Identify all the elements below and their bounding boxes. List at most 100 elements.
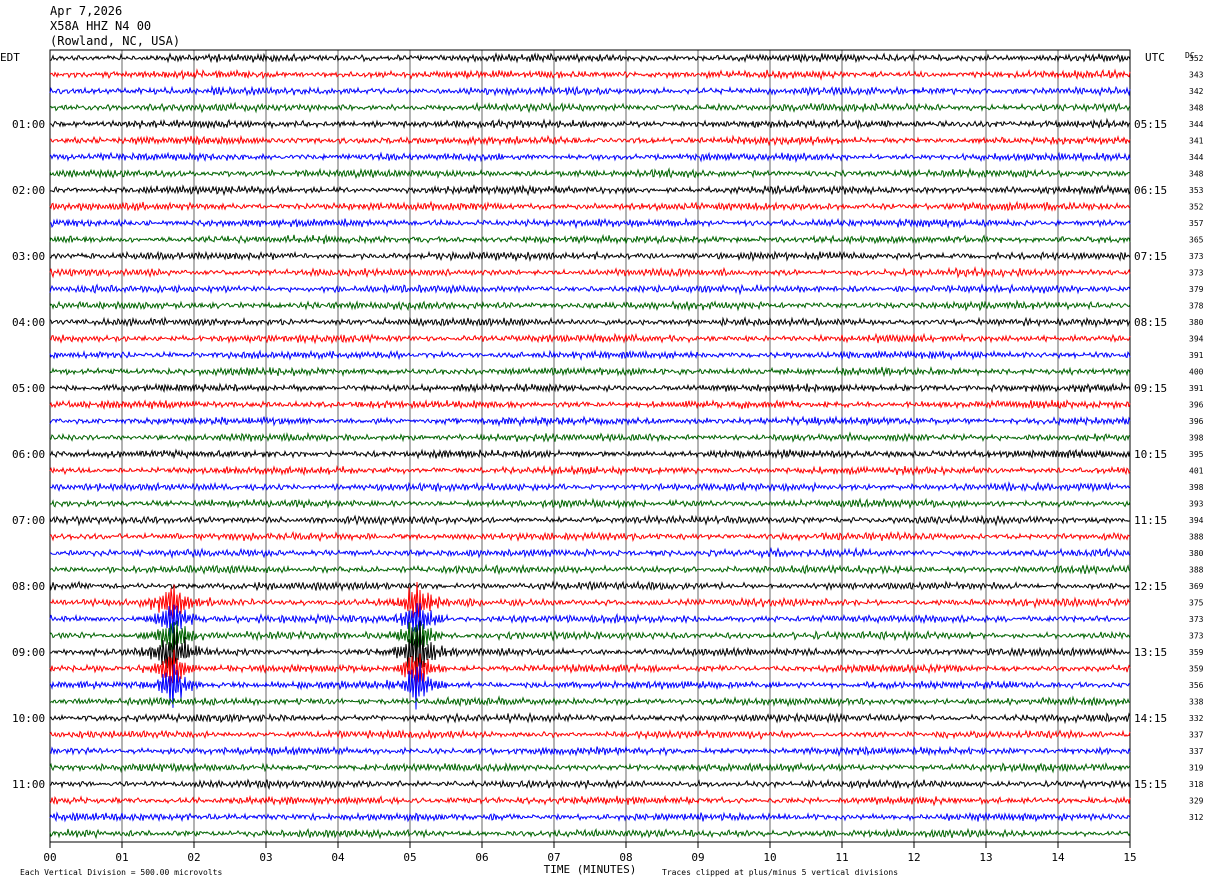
utc-hour-label: 06:15 [1134, 184, 1167, 197]
trace-line [49, 778, 1131, 790]
location-label: (Rowland, NC, USA) [50, 34, 181, 48]
trace-line [49, 200, 1131, 212]
trace-line [49, 265, 1131, 279]
trace-line [49, 415, 1131, 428]
edt-hour-label: 11:00 [12, 778, 45, 791]
trace-line [49, 563, 1131, 576]
dc-value-label: 359 [1189, 665, 1204, 674]
dc-value-label: 357 [1189, 219, 1204, 228]
trace-line [49, 711, 1131, 725]
trace-line [49, 514, 1131, 527]
trace-line [49, 233, 1131, 245]
dc-value-label: 393 [1189, 500, 1204, 509]
trace-line [49, 497, 1131, 510]
utc-hour-label: 15:15 [1134, 778, 1167, 791]
dc-value-label: 373 [1189, 632, 1204, 641]
trace-line [49, 167, 1131, 180]
dc-value-label: 369 [1189, 582, 1204, 591]
x-tick-label: 14 [1051, 851, 1065, 864]
trace-line [49, 464, 1131, 477]
trace-line [49, 649, 1131, 690]
dc-value-label: 312 [1189, 813, 1204, 822]
dc-value-label: 342 [1189, 87, 1204, 96]
dc-value-label: 348 [1189, 170, 1204, 179]
utc-hour-label: 07:15 [1134, 250, 1167, 263]
dc-value-label: 395 [1189, 450, 1204, 459]
x-tick-label: 07 [547, 851, 560, 864]
trace-line [49, 399, 1131, 410]
dc-value-label: 359 [1189, 648, 1204, 657]
trace-line [49, 431, 1131, 443]
x-axis-title: TIME (MINUTES) [544, 863, 637, 876]
dc-value-label: 332 [1189, 714, 1204, 723]
dc-value-label: 379 [1189, 285, 1204, 294]
dc-value-label: 373 [1189, 252, 1204, 261]
dc-value-label: 396 [1189, 401, 1204, 410]
x-tick-label: 09 [691, 851, 704, 864]
trace-line [49, 299, 1131, 312]
dc-value-label: 401 [1189, 467, 1204, 476]
dc-value-label: 329 [1189, 797, 1204, 806]
dc-value-label: 380 [1189, 549, 1204, 558]
dc-value-label: 348 [1189, 104, 1204, 113]
trace-line [49, 381, 1131, 394]
grid-lines [49, 49, 1131, 848]
trace-line [49, 581, 1131, 620]
utc-hour-label: 08:15 [1134, 316, 1167, 329]
trace-line [49, 68, 1131, 81]
edt-hour-label: 03:00 [12, 250, 45, 263]
x-tick-label: 11 [835, 851, 848, 864]
dc-value-label: 380 [1189, 318, 1204, 327]
dc-value-label: 398 [1189, 483, 1204, 492]
trace-line [49, 52, 1131, 64]
trace-line [49, 827, 1131, 840]
dc-value-label: 318 [1189, 780, 1204, 789]
axis-labels: 00 01 02 03 04 05 06 07 08 09 10 11 12 13 14 15 EDT UTC DC… [0, 51, 1204, 877]
utc-label: UTC [1145, 51, 1165, 64]
dc-value-label: 344 [1189, 153, 1204, 162]
dc-value-label: 337 [1189, 731, 1204, 740]
trace-line [49, 662, 1131, 710]
vertical-division-note: Each Vertical Division = 500.00 microvol… [20, 868, 222, 877]
trace-line [49, 332, 1131, 345]
dc-value-label: 343 [1189, 71, 1204, 80]
dc-value-label: 319 [1189, 764, 1204, 773]
trace-line [49, 101, 1131, 114]
trace-line [49, 695, 1131, 708]
dc-value-label: 341 [1189, 137, 1204, 146]
edt-hour-label: 09:00 [12, 646, 45, 659]
dc-label: DC [1185, 51, 1195, 60]
trace-line [49, 794, 1131, 807]
dc-value-label: 394 [1189, 335, 1204, 344]
edt-hour-label: 01:00 [12, 118, 45, 131]
plot-frame [49, 49, 1131, 843]
trace-line [49, 480, 1131, 493]
dc-value-label: 338 [1189, 698, 1204, 707]
dc-value-label: 398 [1189, 434, 1204, 443]
dc-value-label: 373 [1189, 615, 1204, 624]
x-tick-label: 05 [403, 851, 416, 864]
x-tick-label: 03 [259, 851, 272, 864]
utc-hour-label: 05:15 [1134, 118, 1167, 131]
utc-hour-label: 14:15 [1134, 712, 1167, 725]
x-tick-label: 04 [331, 851, 345, 864]
trace-line [49, 283, 1131, 296]
edt-hour-label: 08:00 [12, 580, 45, 593]
dc-value-label: 391 [1189, 351, 1204, 360]
edt-hour-label: 02:00 [12, 184, 45, 197]
seismogram-traces [49, 52, 1131, 840]
date-label: Apr 7,2026 [50, 4, 123, 18]
trace-line [49, 620, 1131, 684]
trace-line [49, 365, 1131, 378]
trace-line [49, 603, 1131, 637]
trace-line [49, 85, 1131, 97]
station-label: X58A HHZ N4 00 [50, 19, 152, 33]
dc-value-label: 388 [1189, 533, 1204, 542]
dc-value-label: 394 [1189, 516, 1204, 525]
trace-line [49, 134, 1131, 147]
dc-value-label: 396 [1189, 417, 1204, 426]
trace-line [49, 184, 1131, 197]
dc-value-label: 352 [1189, 54, 1204, 63]
dc-value-label: 337 [1189, 747, 1204, 756]
